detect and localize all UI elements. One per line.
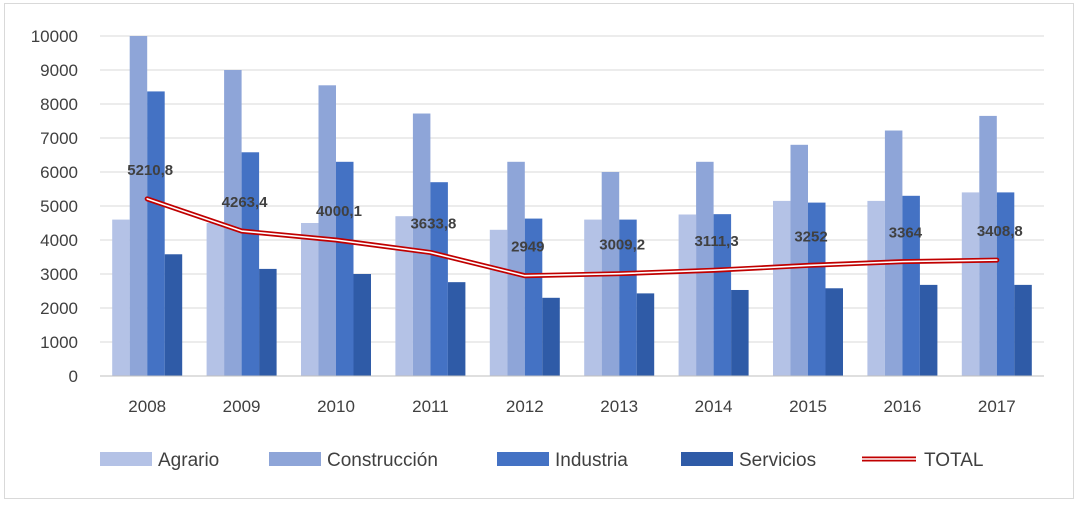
x-tick-label: 2008 xyxy=(128,397,166,416)
bar-servicios-2009 xyxy=(259,268,277,376)
total-data-label: 5210,8 xyxy=(127,162,173,179)
total-data-label: 3408,8 xyxy=(977,223,1023,240)
bar-industria-2014 xyxy=(713,214,732,376)
y-tick-label: 8000 xyxy=(40,95,78,114)
bar-agrario-2010 xyxy=(301,223,319,376)
x-tick-label: 2009 xyxy=(223,397,261,416)
bar-agrario-2015 xyxy=(773,200,791,376)
legend-item-total: TOTAL xyxy=(862,450,983,471)
bar-servicios-2012 xyxy=(542,297,560,376)
total-data-label: 3364 xyxy=(889,225,923,242)
total-line-group xyxy=(144,196,1000,279)
total-data-label: 3252 xyxy=(794,228,827,245)
legend-label: Industria xyxy=(555,450,628,471)
bar-servicios-2014 xyxy=(731,289,749,376)
x-tick-label: 2010 xyxy=(317,397,355,416)
bar-construcción-2008 xyxy=(129,36,148,376)
legend: Agrario Construcción Industria Servicios TOT… xyxy=(100,450,983,471)
bar-construcción-2015 xyxy=(790,144,808,376)
x-tick-label: 2015 xyxy=(789,397,827,416)
x-tick-label: 2014 xyxy=(695,397,733,416)
bar-industria-2009 xyxy=(241,152,260,376)
bar-industria-2016 xyxy=(902,195,920,376)
legend-label: TOTAL xyxy=(924,450,983,471)
total-data-label: 4000,1 xyxy=(316,203,362,220)
bar-agrario-2017 xyxy=(961,192,980,376)
legend-label: Agrario xyxy=(158,450,219,471)
bar-industria-2008 xyxy=(147,91,165,377)
y-tick-label: 7000 xyxy=(40,129,78,148)
bar-servicios-2017 xyxy=(1014,284,1032,376)
total-data-label: 4263,4 xyxy=(222,194,269,211)
bar-servicios-2016 xyxy=(919,284,938,376)
legend-swatch xyxy=(100,452,152,466)
y-tick-label: 10000 xyxy=(31,27,78,46)
bar-agrario-2013 xyxy=(584,219,602,376)
bar-industria-2015 xyxy=(808,202,826,376)
total-line-inner xyxy=(146,198,998,277)
bar-construcción-2011 xyxy=(412,113,431,377)
bar-industria-2012 xyxy=(524,218,543,376)
y-tick-label: 5000 xyxy=(40,197,78,216)
legend-item-industria: Industria xyxy=(497,450,628,471)
bar-agrario-2014 xyxy=(678,214,697,376)
legend-swatch xyxy=(681,452,733,466)
bar-industria-2010 xyxy=(336,161,354,376)
data-labels: 5210,8 4263,4 4000,1 3633,8 2949 3009,2 3111,3… xyxy=(127,162,1022,256)
x-tick-label: 2017 xyxy=(978,397,1016,416)
bar-agrario-2011 xyxy=(395,216,413,376)
legend-item-servicios: Servicios xyxy=(681,450,816,471)
bar-construcción-2012 xyxy=(507,161,525,376)
bar-construcción-2009 xyxy=(224,70,242,376)
bar-industria-2017 xyxy=(996,192,1015,376)
legend-label: Construcción xyxy=(327,450,438,471)
legend-label: Servicios xyxy=(739,450,816,471)
y-tick-label: 0 xyxy=(69,367,78,386)
bar-servicios-2008 xyxy=(164,254,183,376)
x-tick-label: 2016 xyxy=(883,397,921,416)
legend-item-construcción: Construcción xyxy=(269,450,438,471)
y-tick-label: 3000 xyxy=(40,265,78,284)
bar-construcción-2016 xyxy=(884,130,903,376)
bar-servicios-2010 xyxy=(353,274,371,376)
x-tick-label: 2012 xyxy=(506,397,544,416)
bar-agrario-2012 xyxy=(489,229,508,376)
total-data-label: 3633,8 xyxy=(410,215,456,232)
bar-industria-2013 xyxy=(619,219,637,376)
legend-swatch xyxy=(497,452,549,466)
bar-construcción-2010 xyxy=(318,85,336,377)
bar-agrario-2008 xyxy=(112,219,130,376)
legend-item-agrario: Agrario xyxy=(100,450,219,471)
bar-group xyxy=(112,36,1032,377)
legend-swatch xyxy=(269,452,321,466)
y-tick-label: 2000 xyxy=(40,299,78,318)
x-tick-label: 2013 xyxy=(600,397,638,416)
x-tick-label: 2011 xyxy=(412,397,449,416)
y-tick-label: 4000 xyxy=(40,231,78,250)
y-tick-label: 9000 xyxy=(40,61,78,80)
total-data-label: 3009,2 xyxy=(599,237,645,254)
total-data-label: 3111,3 xyxy=(694,233,738,250)
axes: 0 1000 2000 3000 4000 5000 6000 7000 8000 9000 100… xyxy=(31,27,1044,416)
bar-agrario-2009 xyxy=(206,223,225,376)
bar-industria-2011 xyxy=(430,182,448,376)
y-tick-label: 1000 xyxy=(40,333,78,352)
bar-servicios-2011 xyxy=(447,282,466,376)
bar-construcción-2017 xyxy=(979,115,997,377)
bar-agrario-2016 xyxy=(867,200,885,376)
bar-servicios-2015 xyxy=(825,288,843,376)
bar-servicios-2013 xyxy=(636,293,655,376)
y-tick-label: 6000 xyxy=(40,163,78,182)
total-data-label: 2949 xyxy=(511,239,544,256)
